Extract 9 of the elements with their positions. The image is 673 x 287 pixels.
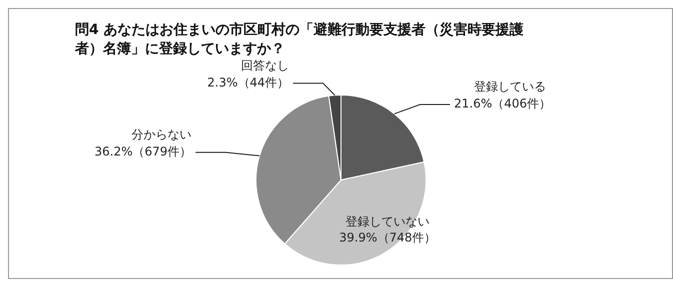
slice-label: 登録している [474, 79, 546, 94]
slice-label: 分からない [132, 127, 192, 142]
slice-label: 回答なし [241, 58, 290, 72]
chart-title: 問4 あなたはお住まいの市区町村の「避難行動要支援者（災害時要援護者）名簿」に登録していますか？ [75, 21, 525, 59]
data-label: 39.9%（748件） [339, 230, 436, 244]
slice-label: 登録していない [346, 214, 430, 228]
data-label: 36.2%（679件） [94, 144, 192, 158]
data-label: 21.6%（406件） [454, 96, 552, 110]
data-label: 2.3%（44件） [207, 75, 290, 90]
